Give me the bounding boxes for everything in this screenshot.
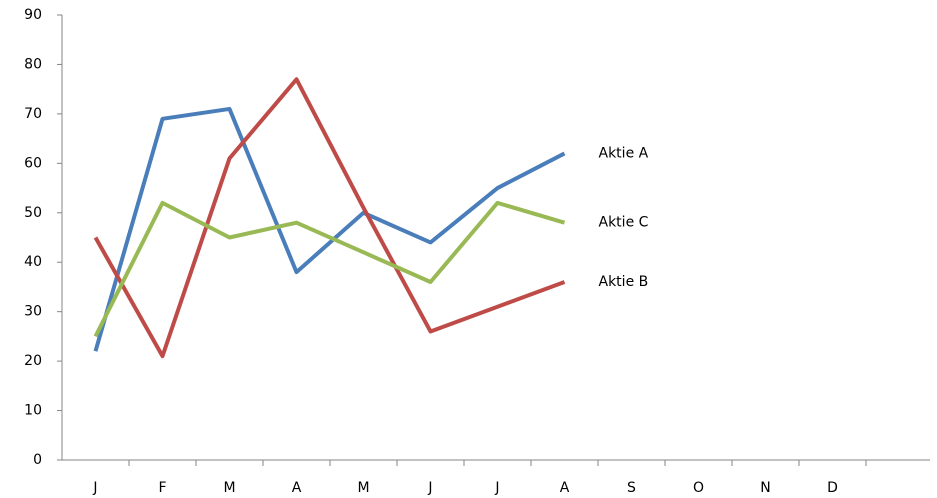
x-tick-label: F (158, 480, 166, 496)
x-tick-label: A (292, 480, 302, 496)
series-line (93, 77, 566, 359)
y-tick-label: 50 (24, 205, 42, 221)
y-tick-label: 0 (33, 452, 42, 468)
y-tick-label: 60 (24, 155, 42, 171)
x-tick-label: M (223, 480, 235, 496)
x-tick-label: N (760, 480, 770, 496)
series-label: Aktie B (599, 274, 649, 290)
x-tick-label: D (827, 480, 838, 496)
series-label: Aktie C (599, 215, 649, 231)
y-tick-label: 80 (24, 56, 42, 72)
y-tick-label: 30 (24, 304, 42, 320)
x-tick-label: S (627, 480, 636, 496)
x-tick-label: J (427, 480, 432, 496)
series-line (93, 106, 566, 352)
y-tick-label: 90 (24, 7, 42, 23)
x-tick-label: A (560, 480, 570, 496)
y-tick-label: 10 (24, 403, 42, 419)
x-tick-label: O (693, 480, 704, 496)
y-tick-label: 70 (24, 106, 42, 122)
y-tick-label: 40 (24, 254, 42, 270)
series-label: Aktie A (599, 145, 649, 161)
series-line (93, 200, 566, 338)
y-tick-label: 20 (24, 353, 42, 369)
x-tick-label: J (494, 480, 499, 496)
x-tick-label: J (92, 480, 97, 496)
x-tick-label: M (357, 480, 369, 496)
